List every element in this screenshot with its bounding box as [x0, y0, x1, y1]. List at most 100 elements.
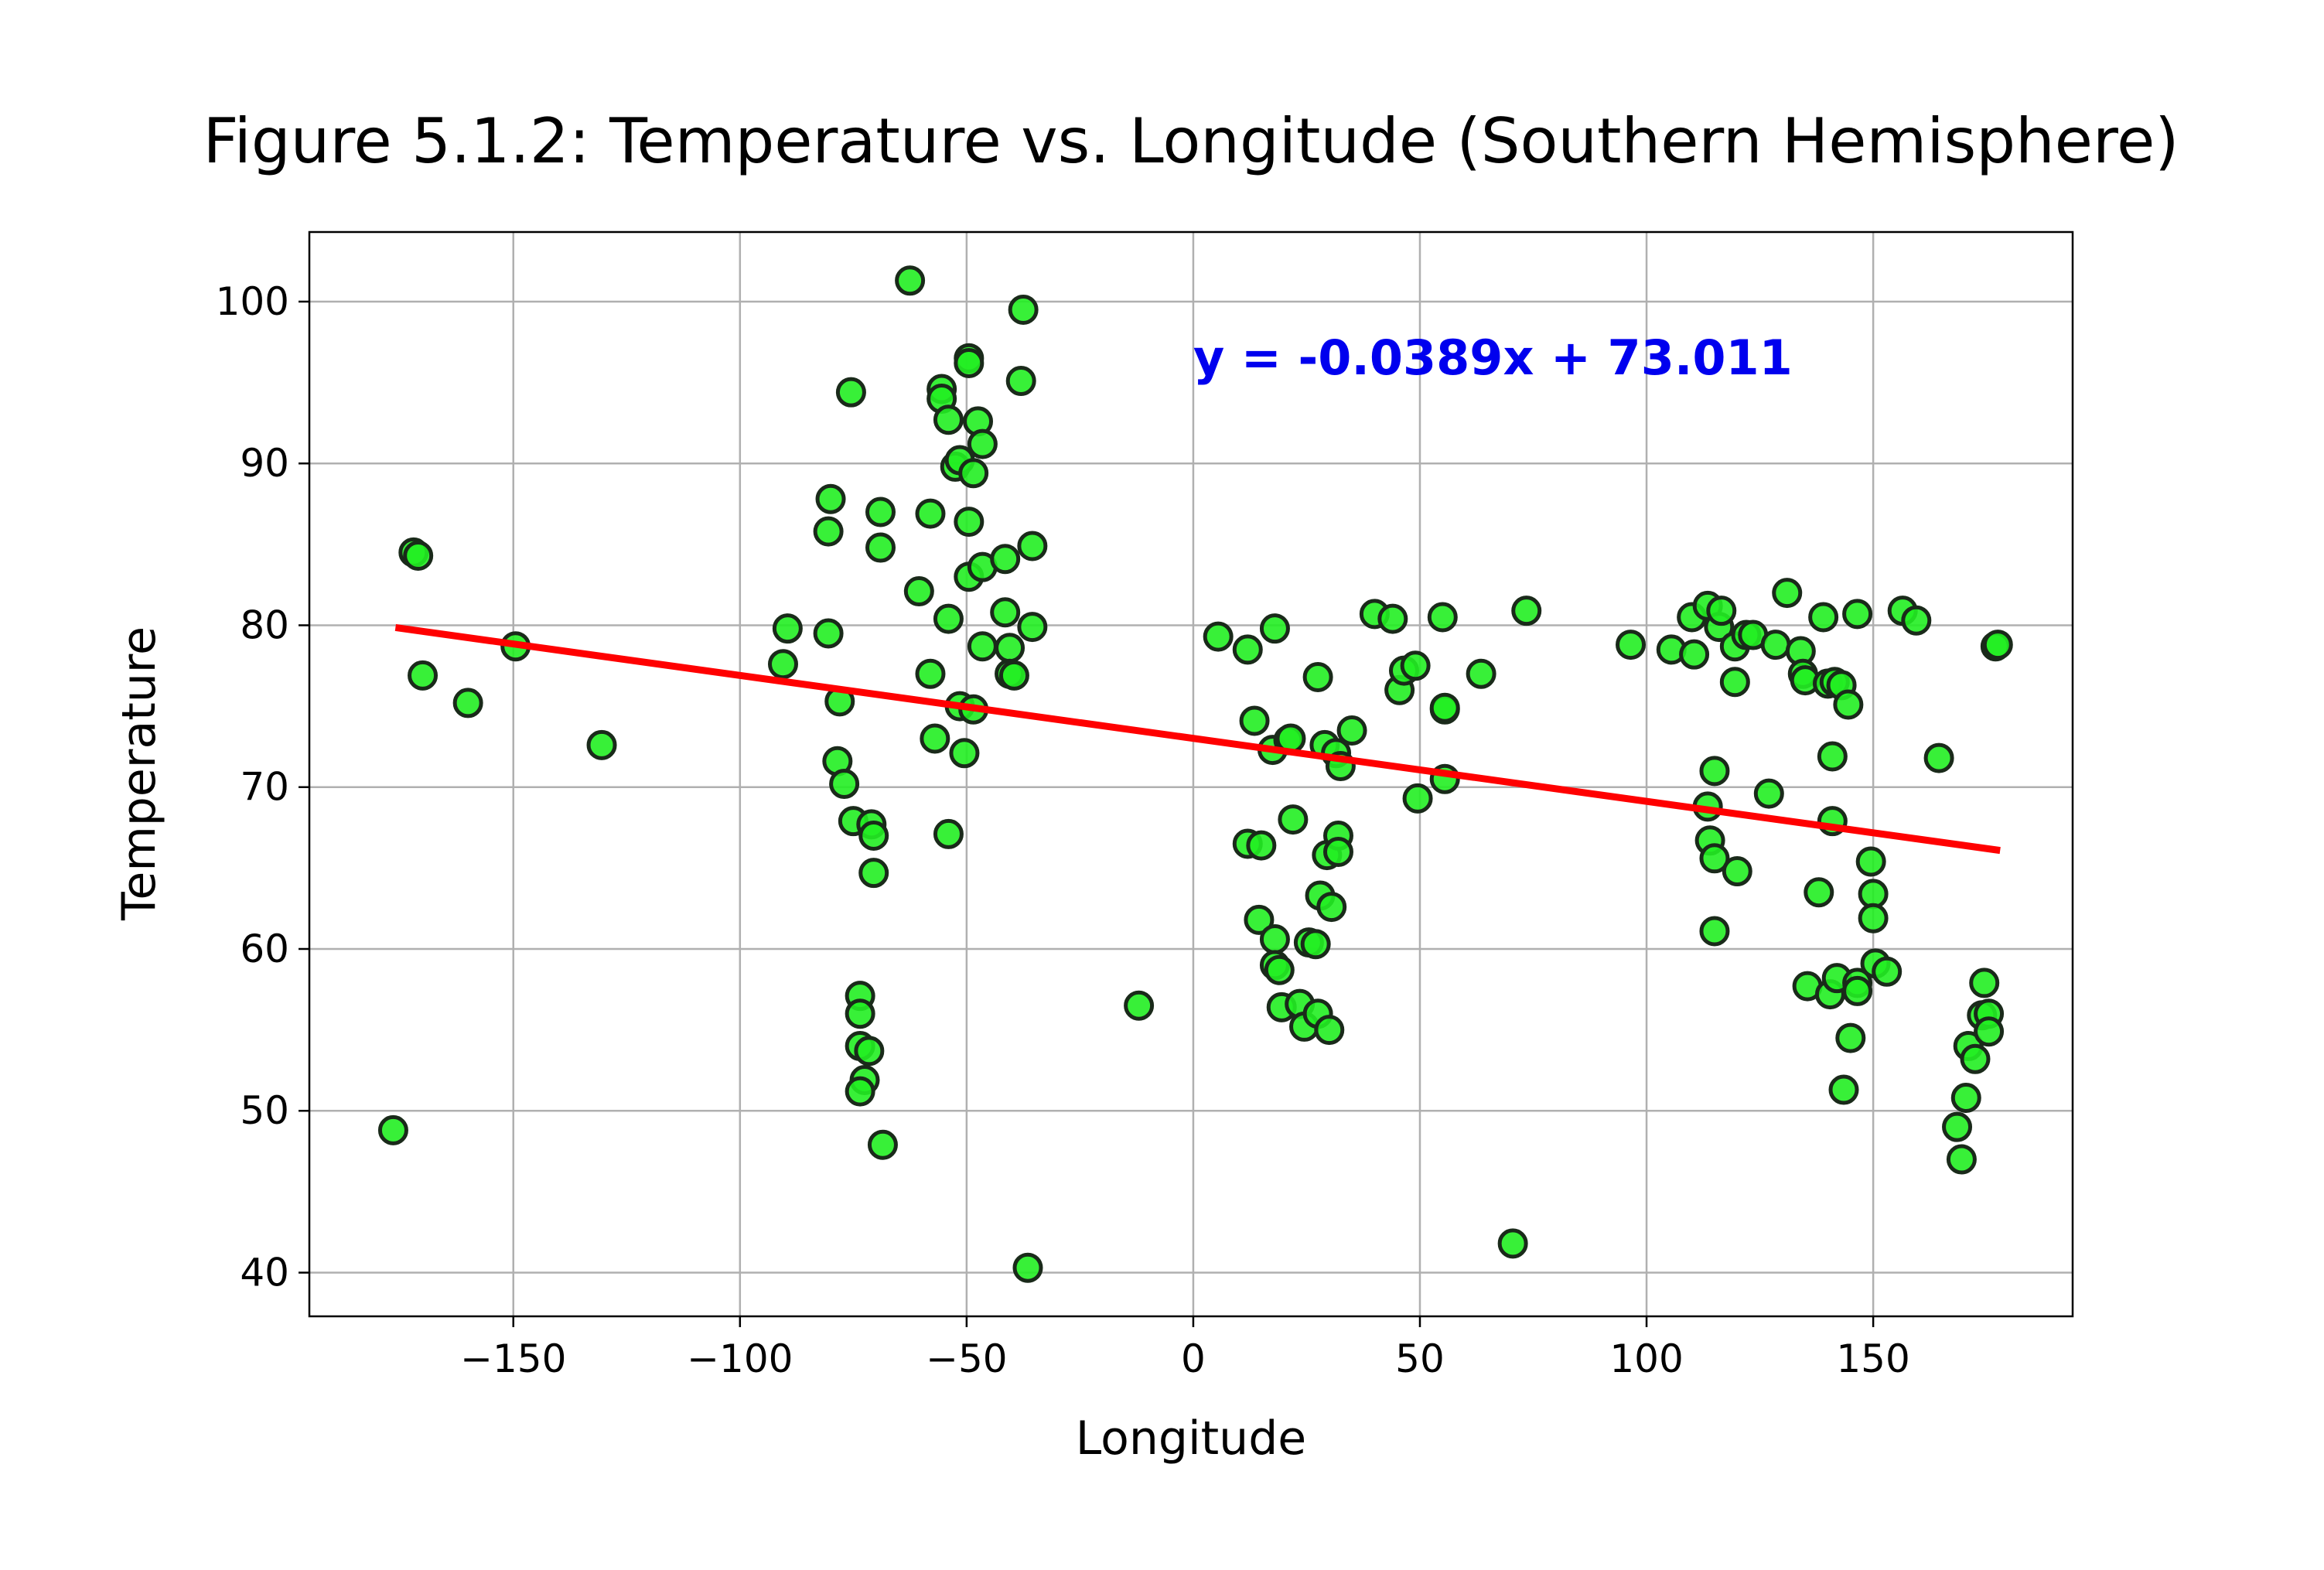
data-point: [1842, 599, 1873, 630]
data-point: [813, 618, 844, 649]
data-point: [403, 541, 434, 572]
data-point: [954, 347, 985, 378]
y-tick-label: 100: [216, 279, 289, 324]
data-point: [767, 649, 798, 680]
data-point: [915, 658, 946, 689]
data-point: [1232, 634, 1263, 665]
data-points: [377, 265, 2013, 1283]
data-point: [1616, 630, 1647, 660]
data-point: [903, 576, 934, 607]
x-tick-label: −50: [926, 1336, 1008, 1381]
data-point: [1901, 605, 1932, 636]
data-point: [998, 660, 1029, 691]
data-point: [915, 498, 946, 529]
data-point: [1858, 903, 1889, 933]
data-point: [1511, 596, 1542, 626]
data-point: [1833, 689, 1864, 720]
chart-title: Figure 5.1.2: Temperature vs. Longitude …: [203, 105, 2179, 177]
y-tick-label: 90: [240, 441, 289, 486]
data-point: [1336, 715, 1367, 746]
data-point: [452, 688, 483, 718]
data-point: [1300, 929, 1331, 960]
axis-ticks: −150 −100 −50 0 50 100 150 40 50 60 70 80 90 100: [216, 279, 1910, 1381]
data-point: [1772, 578, 1803, 609]
x-tick-label: −150: [460, 1336, 566, 1381]
y-tick-label: 80: [240, 602, 289, 647]
data-point: [1706, 596, 1737, 626]
x-tick-label: 50: [1395, 1336, 1445, 1381]
data-point: [854, 1036, 885, 1067]
data-point: [586, 729, 617, 760]
data-point: [1377, 603, 1408, 634]
data-point: [377, 1114, 408, 1145]
data-point: [990, 544, 1021, 575]
data-point: [1699, 843, 1730, 874]
data-point: [933, 818, 964, 849]
data-point: [1808, 602, 1839, 633]
x-tick-label: 0: [1181, 1336, 1206, 1381]
data-point: [1402, 783, 1433, 814]
y-tick-label: 70: [240, 765, 289, 810]
data-point: [1753, 778, 1784, 809]
data-point: [1760, 630, 1791, 660]
data-point: [1497, 1228, 1528, 1259]
data-point: [845, 998, 875, 1029]
data-point: [1842, 975, 1873, 1006]
data-point: [1872, 956, 1903, 987]
data-point: [1982, 630, 2013, 660]
y-tick-label: 50: [240, 1088, 289, 1133]
data-point: [1429, 692, 1460, 723]
data-point: [949, 738, 980, 769]
data-point: [933, 404, 964, 435]
data-point: [1264, 954, 1295, 985]
data-point: [1923, 742, 1954, 773]
data-point: [772, 613, 803, 644]
data-point: [1466, 658, 1496, 689]
data-point: [967, 428, 998, 459]
x-tick-label: 100: [1609, 1336, 1683, 1381]
data-point: [1017, 612, 1048, 643]
data-point: [1942, 1111, 1973, 1142]
data-point: [958, 458, 989, 489]
data-point: [1259, 613, 1290, 644]
data-point: [1855, 846, 1886, 877]
data-point: [867, 1129, 898, 1160]
data-point: [835, 377, 866, 408]
data-point: [1246, 830, 1277, 861]
data-point: [1124, 990, 1155, 1021]
data-point: [1012, 1252, 1043, 1283]
data-point: [1817, 741, 1848, 772]
data-point: [1974, 1016, 2005, 1047]
data-point: [865, 532, 896, 563]
data-point: [1017, 531, 1048, 561]
data-point: [813, 516, 844, 547]
x-tick-label: −100: [687, 1336, 793, 1381]
y-axis-label: Temperature: [112, 626, 166, 921]
y-tick-label: 60: [240, 927, 289, 971]
data-point: [990, 597, 1021, 628]
data-point: [1679, 639, 1710, 670]
data-point: [858, 821, 889, 852]
plot-frame: [308, 230, 2074, 1318]
data-point: [1302, 661, 1333, 692]
data-point: [1005, 366, 1036, 397]
data-point: [1699, 916, 1730, 947]
data-point: [1950, 1083, 1981, 1114]
data-point: [1835, 1022, 1866, 1053]
data-point: [1969, 968, 2000, 998]
data-point: [1316, 892, 1347, 923]
data-point: [1278, 804, 1309, 835]
data-point: [895, 265, 926, 296]
regression-line-group: [394, 624, 2001, 855]
regression-equation: y = -0.0389x + 73.011: [1193, 329, 1793, 386]
data-point: [1244, 904, 1275, 935]
data-point: [967, 631, 998, 662]
data-point: [1322, 836, 1353, 867]
data-point: [1804, 877, 1834, 908]
data-point: [933, 603, 964, 634]
data-point: [1400, 650, 1431, 681]
data-point: [1239, 705, 1270, 736]
data-point: [1960, 1043, 1991, 1074]
data-point: [1828, 1074, 1859, 1105]
data-point: [1314, 1015, 1345, 1046]
